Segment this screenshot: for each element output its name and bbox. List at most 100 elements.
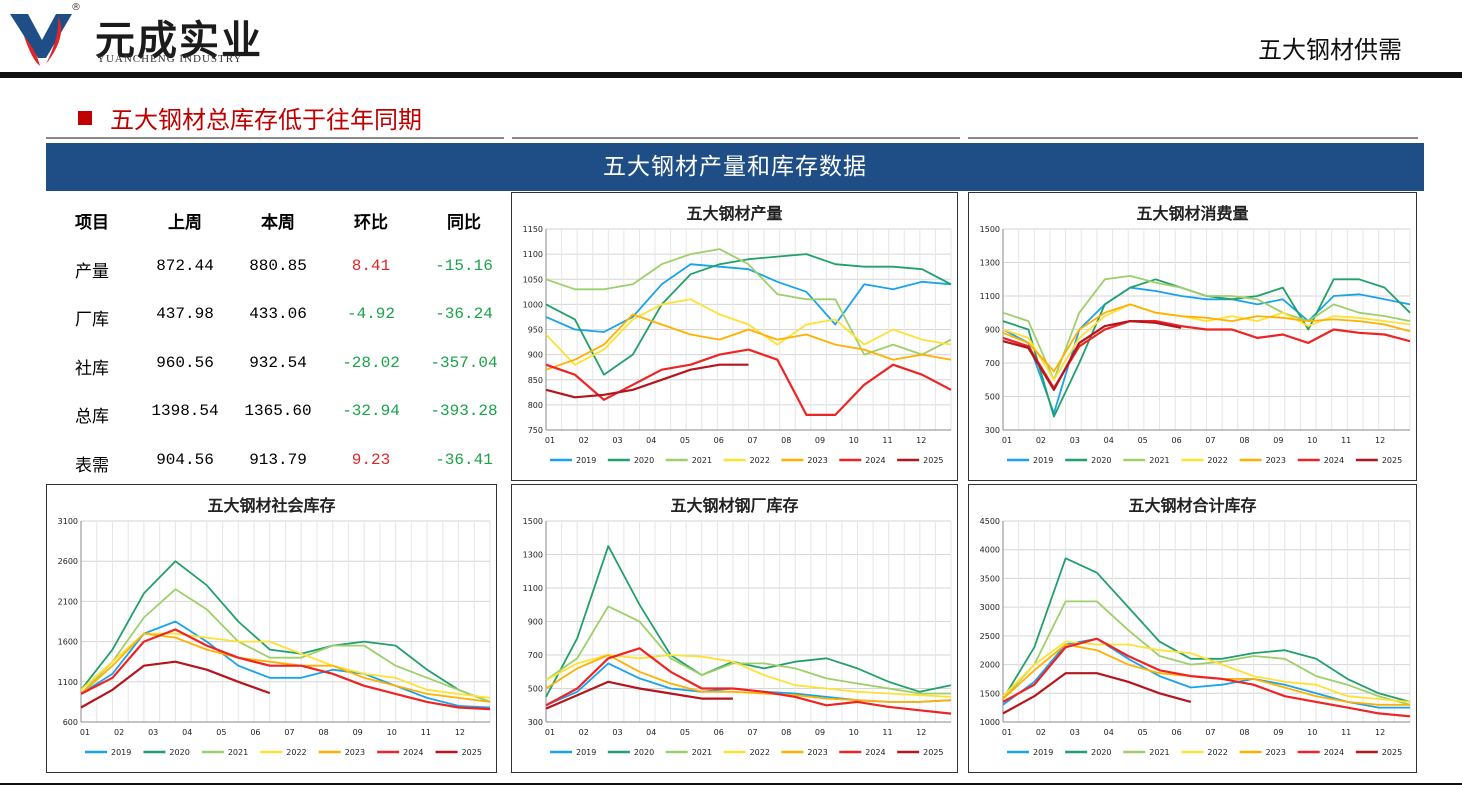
x-tick-label: 08 (781, 436, 791, 445)
x-tick-label: 09 (815, 728, 825, 737)
table-row: 社库 960.56 932.54 -28.02 -357.04 (46, 354, 510, 394)
section-title: 五大钢材总库存低于往年同期 (78, 100, 422, 135)
legend-label: 2019 (1033, 456, 1053, 465)
row-wow: 8.41 (351, 257, 391, 275)
row-item: 总库 (75, 407, 109, 427)
row-wow: 9.23 (351, 451, 391, 469)
row-curr: 880.85 (249, 257, 307, 275)
section-divider-left (46, 137, 504, 139)
x-tick-label: 06 (714, 728, 724, 737)
x-tick-label: 06 (714, 436, 724, 445)
legend-label: 2023 (345, 748, 365, 757)
chart-svg: 五大钢材产量 750 800 850 900 950 1000 1050 1100 1150 01 0… (523, 204, 952, 465)
series-line-2019 (545, 263, 952, 333)
x-tick-label: 09 (815, 436, 825, 445)
footer-divider (0, 783, 1462, 785)
legend-label: 2023 (1266, 456, 1286, 465)
legend-label: 2024 (1324, 748, 1344, 757)
table-row: 表需 904.56 913.79 9.23 -36.41 (46, 451, 510, 491)
legend-label: 2020 (169, 748, 189, 757)
x-tick-label: 09 (1273, 728, 1283, 737)
y-tick-label: 1500 (980, 689, 1000, 698)
series-line-2023 (80, 632, 491, 703)
y-tick-label: 500 (985, 393, 1000, 402)
table-row: 厂库 437.98 433.06 -4.92 -36.24 (46, 305, 510, 345)
data-banner: 五大钢材产量和库存数据 (46, 143, 1424, 191)
chart-title: 五大钢材钢厂库存 (670, 496, 798, 515)
legend-label: 2022 (1207, 456, 1227, 465)
col-header-yoy: 同比 (447, 213, 481, 233)
section-divider-mid (512, 137, 960, 139)
x-tick-label: 03 (612, 436, 622, 445)
y-tick-label: 300 (985, 426, 1000, 435)
y-tick-label: 900 (528, 351, 543, 360)
x-tick-label: 05 (1138, 436, 1148, 445)
legend-label: 2025 (923, 456, 943, 465)
series-line-2025 (545, 680, 733, 710)
x-tick-label: 04 (1104, 436, 1114, 445)
y-tick-label: 2100 (58, 597, 78, 606)
x-tick-label: 10 (1307, 728, 1317, 737)
x-tick-label: 05 (680, 728, 690, 737)
row-prev: 1398.54 (151, 402, 219, 420)
y-tick-label: 500 (528, 685, 543, 694)
y-tick-label: 1500 (523, 517, 543, 526)
x-tick-label: 10 (849, 728, 859, 737)
legend-label: 2022 (1207, 748, 1227, 757)
legend-label: 2025 (1382, 748, 1402, 757)
x-tick-label: 03 (612, 728, 622, 737)
x-tick-label: 08 (318, 728, 328, 737)
chart-social-inventory: 五大钢材社会库存 600 1100 1600 2100 2600 3100 01 02 03 04 0… (46, 484, 497, 773)
series-line-2025 (80, 660, 271, 709)
row-curr: 913.79 (249, 451, 307, 469)
col-header-item: 项目 (75, 213, 109, 233)
y-tick-label: 850 (528, 376, 543, 385)
x-tick-label: 04 (182, 728, 192, 737)
registered-mark: ® (71, 2, 81, 13)
table-row: 总库 1398.54 1365.60 -32.94 -393.28 (46, 402, 510, 442)
yuancheng-logo-icon (10, 14, 72, 66)
x-tick-label: 08 (1239, 728, 1249, 737)
y-tick-label: 2600 (58, 557, 78, 566)
y-tick-label: 600 (63, 718, 78, 727)
x-tick-label: 12 (916, 728, 926, 737)
legend-label: 2019 (1033, 748, 1053, 757)
x-tick-label: 03 (1070, 436, 1080, 445)
legend-label: 2019 (576, 456, 596, 465)
y-tick-label: 1150 (523, 225, 543, 234)
legend-label: 2022 (750, 456, 770, 465)
y-tick-label: 750 (528, 426, 543, 435)
x-tick-label: 10 (387, 728, 397, 737)
bullet-square-icon (78, 110, 92, 125)
x-tick-label: 02 (1036, 728, 1046, 737)
legend-label: 2025 (462, 748, 482, 757)
row-curr: 932.54 (249, 354, 307, 372)
x-tick-label: 04 (1104, 728, 1114, 737)
x-tick-label: 10 (1307, 436, 1317, 445)
legend-label: 2024 (1324, 456, 1344, 465)
series-line-2025 (1002, 320, 1182, 391)
table-header-row: 项目 上周 本周 环比 同比 (46, 208, 510, 248)
y-tick-label: 1600 (58, 638, 78, 647)
x-tick-label: 11 (1341, 728, 1351, 737)
y-tick-label: 1100 (523, 250, 543, 259)
row-prev: 437.98 (156, 305, 214, 323)
y-tick-label: 950 (528, 326, 543, 335)
x-tick-label: 11 (421, 728, 431, 737)
y-tick-label: 1100 (523, 584, 543, 593)
y-tick-label: 1050 (523, 275, 543, 284)
chart-svg: 五大钢材合计库存 1000 1500 2000 2500 3000 3500 4000 4500… (980, 496, 1411, 757)
legend-label: 2020 (634, 456, 654, 465)
row-curr: 1365.60 (244, 402, 312, 420)
y-tick-label: 3000 (980, 603, 1000, 612)
row-wow: -4.92 (346, 305, 395, 323)
chart-title: 五大钢材消费量 (1136, 204, 1248, 223)
chart-svg: 五大钢材社会库存 600 1100 1600 2100 2600 3100 01 02 03 04 0… (58, 496, 491, 757)
y-tick-label: 900 (985, 326, 1000, 335)
section-title-text: 五大钢材总库存低于往年同期 (110, 106, 422, 134)
legend-label: 2024 (865, 748, 885, 757)
x-tick-label: 05 (1138, 728, 1148, 737)
chart-mill-inventory: 五大钢材钢厂库存 300 500 700 900 1100 1300 1500 01 02 03 04… (511, 484, 958, 773)
series-line-2019 (80, 620, 491, 709)
x-tick-label: 03 (148, 728, 158, 737)
